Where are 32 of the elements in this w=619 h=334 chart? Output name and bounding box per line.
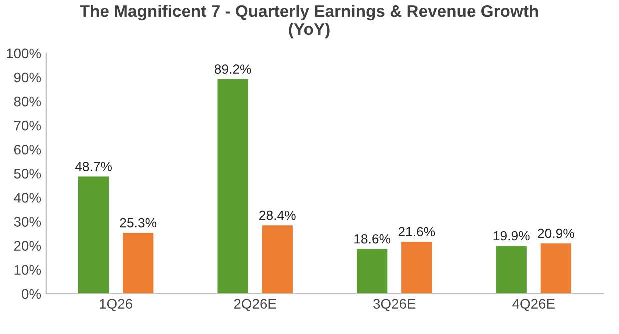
- bar: [78, 176, 110, 294]
- bar: [123, 233, 154, 294]
- bar: [262, 226, 293, 294]
- y-tick-label: 10%: [14, 265, 42, 276]
- data-label: 48.7%: [75, 162, 112, 172]
- x-tick-label: 2Q26E: [234, 299, 276, 312]
- y-tick-label: 0%: [22, 289, 42, 300]
- bar: [218, 79, 248, 294]
- y-tick-label: 80%: [14, 96, 42, 107]
- bar: [540, 244, 572, 294]
- x-tick-label: 4Q26E: [512, 299, 555, 312]
- data-label: 25.3%: [120, 218, 157, 228]
- y-tick-label: 60%: [14, 144, 42, 155]
- y-tick-label: 40%: [14, 193, 42, 203]
- data-label: 89.2%: [214, 64, 252, 74]
- x-tick-label: 3Q26E: [374, 299, 416, 312]
- data-label: 19.9%: [494, 231, 530, 241]
- bar: [402, 242, 432, 294]
- bar: [496, 246, 527, 294]
- data-label: 18.6%: [354, 234, 391, 244]
- y-tick-label: 20%: [14, 241, 42, 251]
- y-tick-label: 30%: [14, 217, 42, 227]
- data-label: 21.6%: [398, 227, 436, 237]
- chart-title: The Magnificent 7 - Quarterly Earnings & Revenue Growth (YoY): [80, 5, 538, 39]
- data-label: 20.9%: [538, 228, 574, 238]
- data-label: 28.4%: [260, 210, 296, 220]
- x-tick-label: 1Q26: [100, 299, 132, 312]
- bar: [357, 249, 388, 294]
- y-tick-label: 50%: [14, 169, 42, 179]
- y-tick-label: 70%: [14, 120, 42, 131]
- y-tick-label: 100%: [7, 48, 42, 59]
- y-tick-label: 90%: [14, 72, 42, 83]
